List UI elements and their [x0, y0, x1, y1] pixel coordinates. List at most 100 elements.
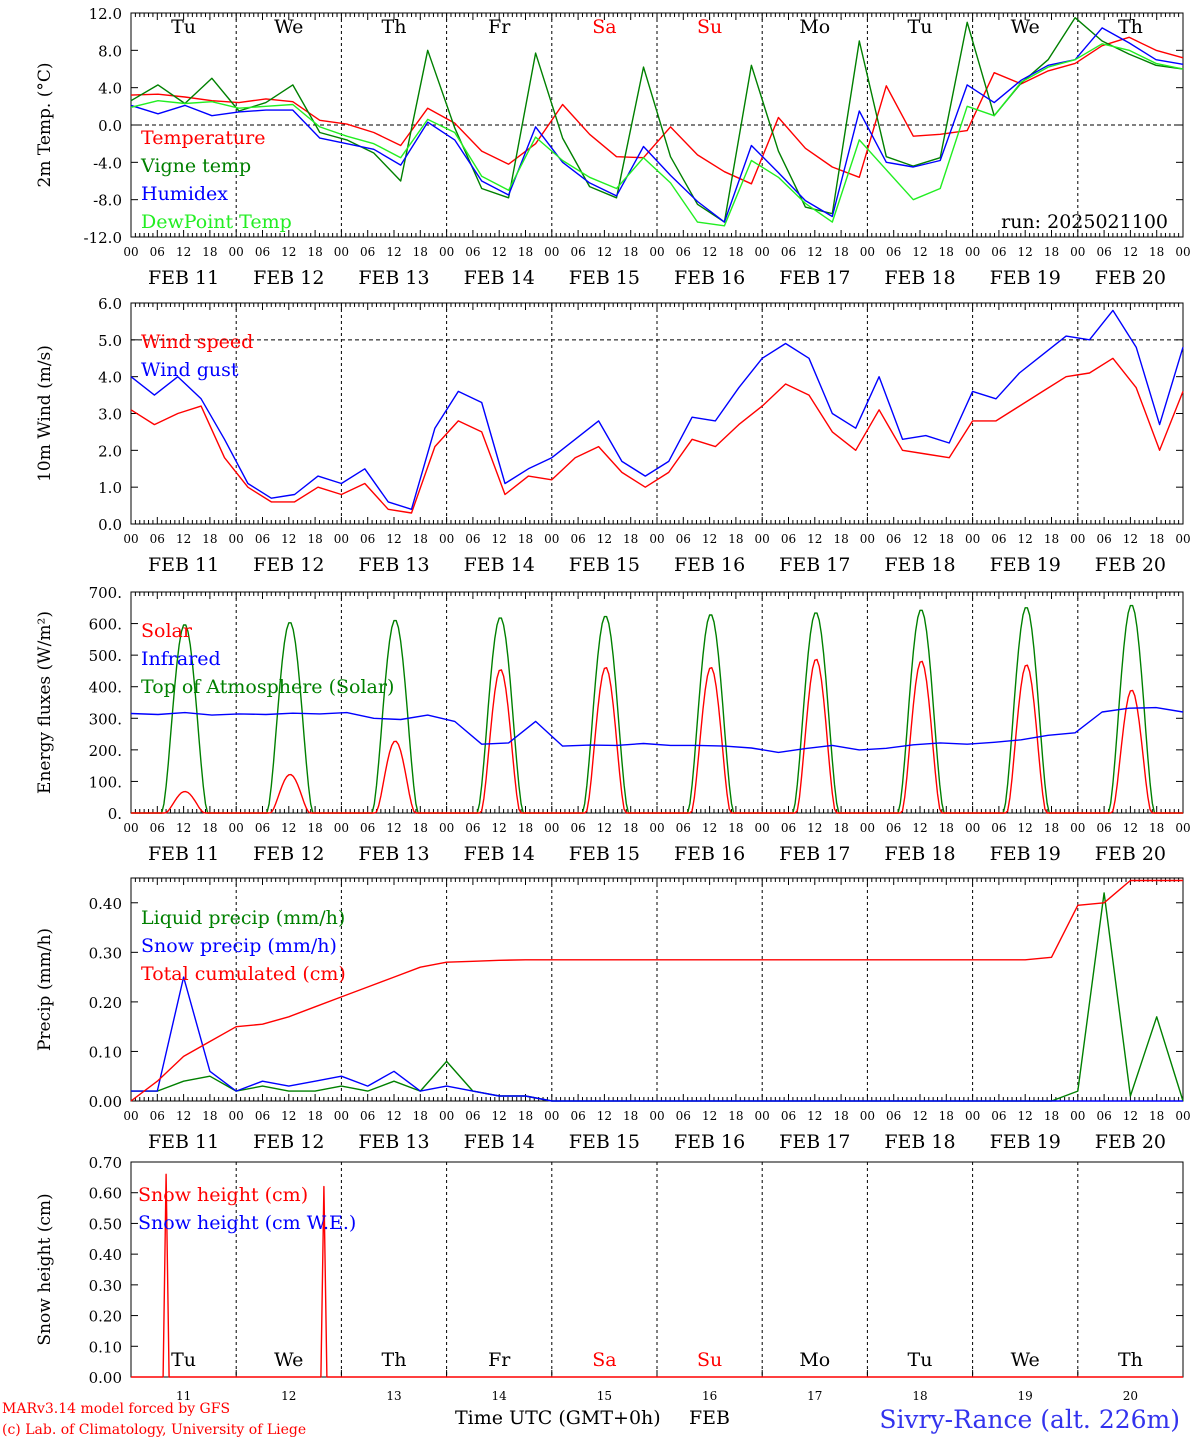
legend-entry: Snow precip (mm/h)	[141, 935, 337, 957]
hour-tick-label: 06	[255, 532, 270, 546]
hour-tick-label: 06	[150, 245, 165, 259]
hour-tick-label: 12	[386, 821, 401, 835]
y-tick-label: 0.40	[89, 895, 122, 913]
hour-tick-label: 18	[202, 245, 217, 259]
hour-tick-label: 12	[912, 821, 927, 835]
hour-tick-label: 18	[518, 1109, 533, 1123]
series-line-2	[130, 879, 1183, 1102]
weekday-label: Th	[382, 1349, 407, 1371]
weekday-label: Mo	[799, 16, 830, 38]
hour-tick-label: 18	[1044, 532, 1059, 546]
hour-tick-label: 06	[465, 532, 480, 546]
hour-tick-label: 18	[939, 1109, 954, 1123]
date-label: FEB 20	[1095, 267, 1166, 289]
date-label: FEB 18	[884, 1131, 955, 1153]
y-tick-label: 0.0	[98, 516, 122, 534]
hour-tick-label: 06	[1096, 532, 1111, 546]
hour-tick-label: 12	[281, 821, 296, 835]
date-label: FEB 15	[569, 554, 640, 576]
infrared-line	[130, 706, 1184, 754]
hour-tick-label: 06	[570, 532, 585, 546]
hour-tick-label: 06	[781, 821, 796, 835]
hour-tick-label: 06	[150, 821, 165, 835]
hour-tick-label: 00	[544, 245, 559, 259]
hour-tick-label: 18	[623, 245, 638, 259]
hour-tick-label: 18	[728, 532, 743, 546]
hour-tick-label: 12	[386, 1109, 401, 1123]
hour-tick-label: 00	[334, 1109, 349, 1123]
hour-tick-label: 06	[360, 1109, 375, 1123]
series-line-1	[131, 976, 1183, 1102]
y-tick-label: 6.0	[98, 295, 122, 313]
date-label: FEB 20	[1095, 843, 1166, 865]
y-tick-label: 0.40	[89, 1246, 122, 1264]
weekday-label: Fr	[488, 16, 511, 38]
hour-tick-label: 00	[1070, 821, 1085, 835]
hour-tick-label: 06	[676, 532, 691, 546]
hour-tick-label: 12	[492, 821, 507, 835]
hour-tick-label: 00	[860, 245, 875, 259]
hour-tick-label: 12	[597, 532, 612, 546]
series-line-2	[130, 27, 1184, 223]
hour-tick-label: 06	[360, 821, 375, 835]
hour-tick-label: 06	[676, 821, 691, 835]
y-tick-label: 3.0	[98, 406, 122, 424]
legend-entry: Snow height (cm W.E.)	[138, 1212, 356, 1234]
hour-tick-label: 12	[281, 1109, 296, 1123]
hour-tick-label: 00	[544, 1109, 559, 1123]
hour-tick-label: 18	[833, 532, 848, 546]
date-number-label: 20	[1123, 1389, 1138, 1403]
y-axis-label: Snow height (cm)	[35, 1193, 55, 1345]
hour-tick-label: 00	[123, 532, 138, 546]
hour-tick-label: 06	[255, 1109, 270, 1123]
hour-tick-label: 06	[570, 1109, 585, 1123]
weekday-label: Sa	[592, 1349, 616, 1371]
hour-tick-label: 00	[860, 532, 875, 546]
hour-tick-label: 06	[781, 1109, 796, 1123]
hour-tick-label: 12	[492, 532, 507, 546]
hour-tick-label: 00	[965, 245, 980, 259]
date-number-label: 12	[281, 1389, 296, 1403]
date-number-label: 18	[912, 1389, 927, 1403]
date-label: FEB 12	[253, 843, 324, 865]
hour-tick-label: 12	[702, 821, 717, 835]
hour-tick-label: 06	[360, 532, 375, 546]
y-tick-label: 200.	[89, 742, 122, 760]
date-label: FEB 18	[884, 267, 955, 289]
credit-line-1: MARv3.14 model forced by GFS	[2, 1401, 230, 1417]
panel-2: 6.0 5.0 4.0 3.0 2.0 1.0 0.0 10m Wind (m/s) Wind …	[35, 295, 1191, 576]
hour-tick-label: 00	[334, 532, 349, 546]
date-label: FEB 11	[148, 843, 219, 865]
solar-line	[131, 658, 1183, 814]
legend-entry: DewPoint Temp	[141, 211, 292, 233]
hour-tick-label: 18	[202, 821, 217, 835]
y-axis-label: 2m Temp. (°C)	[35, 62, 55, 187]
weekday-label: We	[1011, 16, 1040, 38]
date-label: FEB 13	[358, 843, 429, 865]
date-number-label: 11	[176, 1389, 191, 1403]
hour-tick-label: 18	[413, 532, 428, 546]
hour-tick-label: 12	[492, 245, 507, 259]
hour-tick-label: 12	[386, 532, 401, 546]
weekday-label: Tu	[908, 1349, 933, 1371]
hour-tick-label: 00	[229, 821, 244, 835]
hour-tick-label: 00	[649, 821, 664, 835]
y-tick-label: -8.0	[93, 192, 122, 210]
hour-tick-label: 06	[360, 245, 375, 259]
legend-entry: Wind speed	[141, 331, 253, 353]
y-tick-label: 500.	[89, 647, 122, 665]
hour-tick-label: 18	[728, 1109, 743, 1123]
hour-tick-label: 06	[570, 245, 585, 259]
panel-1: 12.0 8.0 4.0 0.0 -4.0 -8.0 -12.0 2m Temp. (°C) T…	[35, 5, 1191, 289]
y-tick-label: 0.00	[89, 1093, 122, 1111]
panel-4: 0.40 0.30 0.20 0.10 0.00 Precip (mm/h) Liquid …	[35, 877, 1191, 1153]
hour-tick-label: 12	[1018, 821, 1033, 835]
y-tick-label: 700.	[89, 584, 122, 602]
hour-tick-label: 18	[413, 821, 428, 835]
hour-tick-label: 18	[202, 532, 217, 546]
hour-tick-label: 06	[991, 821, 1006, 835]
legend-entry: Snow height (cm)	[138, 1184, 308, 1206]
date-number-label: 14	[492, 1389, 508, 1403]
date-label: FEB 19	[990, 267, 1061, 289]
date-label: FEB 16	[674, 1131, 745, 1153]
